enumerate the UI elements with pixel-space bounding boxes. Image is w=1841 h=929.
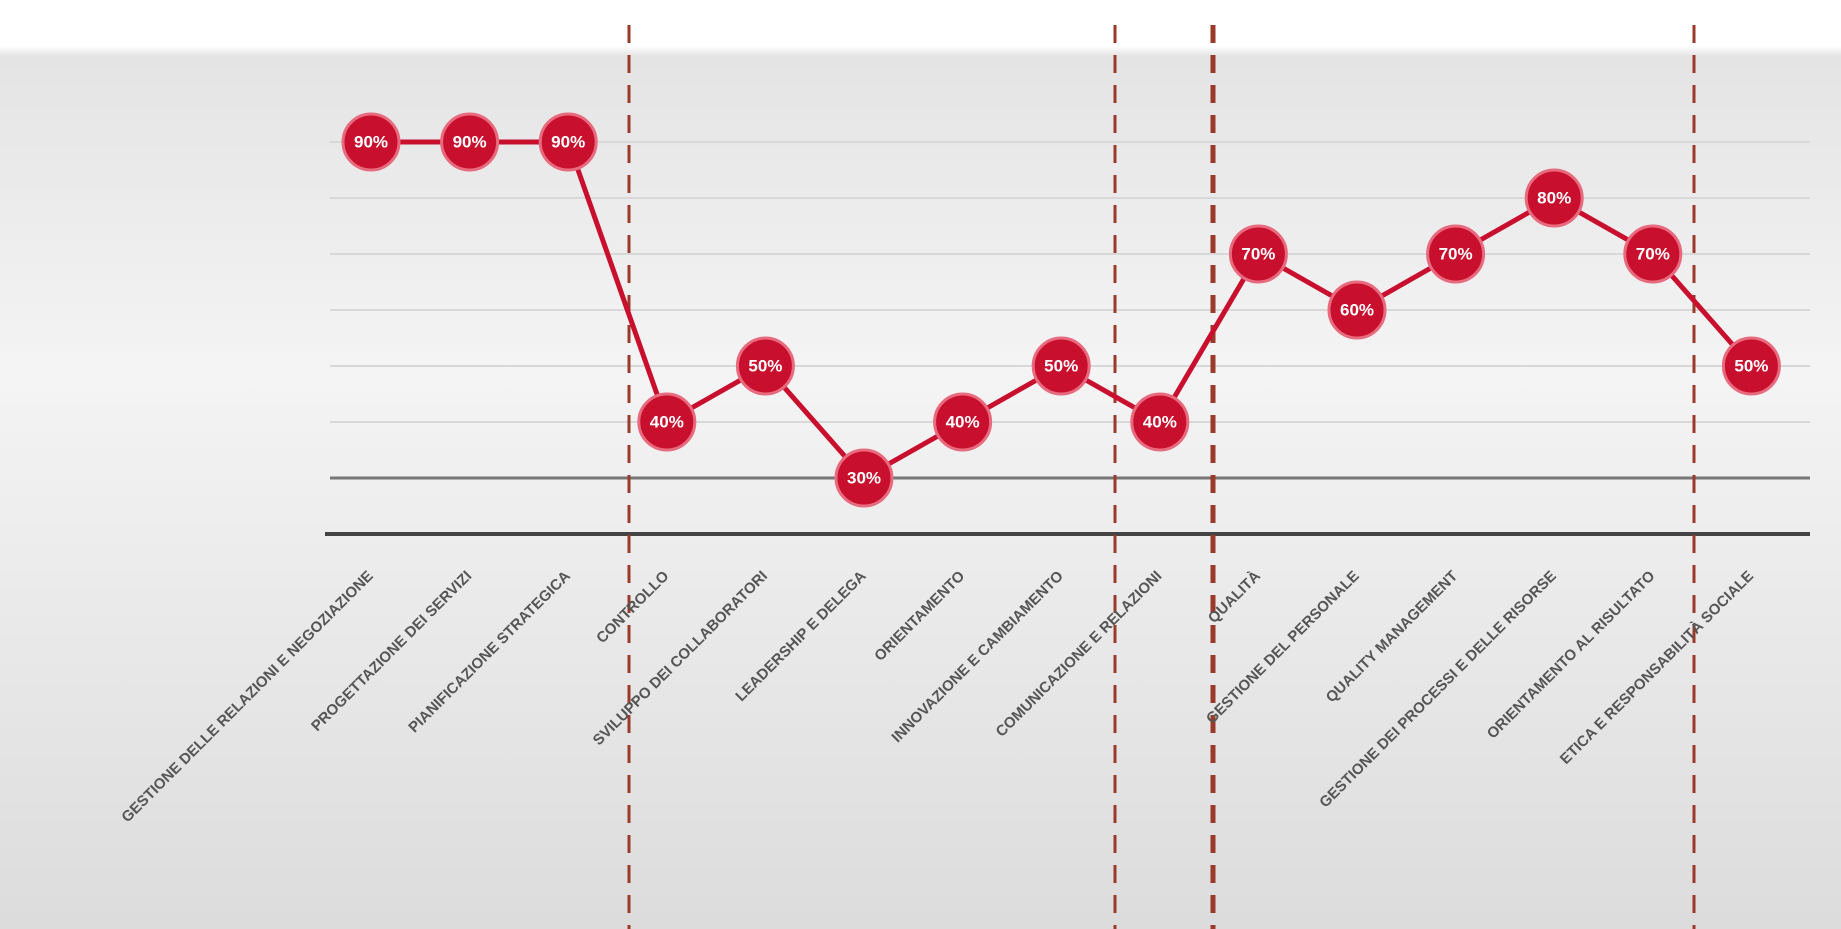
- data-label: 40%: [1143, 412, 1177, 431]
- data-label: 50%: [1734, 356, 1768, 375]
- data-label: 40%: [650, 412, 684, 431]
- data-label: 50%: [748, 356, 782, 375]
- data-point: [834, 448, 894, 508]
- data-point: [1524, 168, 1584, 228]
- data-label: 70%: [1636, 244, 1670, 263]
- data-point: [735, 336, 795, 396]
- x-tick-label: COMUNICAZIONE E RELAZIONI: [993, 568, 1166, 741]
- x-tick-label: PROGETTAZIONE DEI SERVIZI: [308, 568, 475, 735]
- x-tick-label: SVILUPPO DEI COLLABORATORI: [590, 568, 771, 749]
- x-tick-label: INNOVAZIONE E CAMBIAMENTO: [888, 567, 1067, 746]
- x-tick-label: CONTROLLO: [593, 567, 672, 646]
- data-point: [1228, 224, 1288, 284]
- x-tick-label: ETICA E RESPONSABILITÀ SOCIALE: [1557, 568, 1757, 768]
- data-point: [1623, 224, 1683, 284]
- data-label: 90%: [551, 132, 585, 151]
- data-label: 80%: [1537, 188, 1571, 207]
- data-label: 70%: [1439, 244, 1473, 263]
- x-tick-label: PIANIFICAZIONE STRATEGICA: [405, 567, 574, 736]
- data-point: [1031, 336, 1091, 396]
- data-label: 90%: [354, 132, 388, 151]
- data-point: [1426, 224, 1486, 284]
- data-label: 70%: [1241, 244, 1275, 263]
- data-point: [1130, 392, 1190, 452]
- data-point: [440, 112, 500, 172]
- x-tick-label: ORIENTAMENTO: [871, 567, 968, 664]
- data-label: 90%: [453, 132, 487, 151]
- data-point: [538, 112, 598, 172]
- data-label: 60%: [1340, 300, 1374, 319]
- data-label: 40%: [946, 412, 980, 431]
- dividers: [627, 25, 1696, 929]
- data-point: [1327, 280, 1387, 340]
- data-label: 50%: [1044, 356, 1078, 375]
- x-tick-label: ORIENTAMENTO AL RISULTATO: [1484, 567, 1659, 742]
- data-label: 30%: [847, 468, 881, 487]
- data-point: [341, 112, 401, 172]
- data-point: [933, 392, 993, 452]
- data-point: [1721, 336, 1781, 396]
- data-point: [637, 392, 697, 452]
